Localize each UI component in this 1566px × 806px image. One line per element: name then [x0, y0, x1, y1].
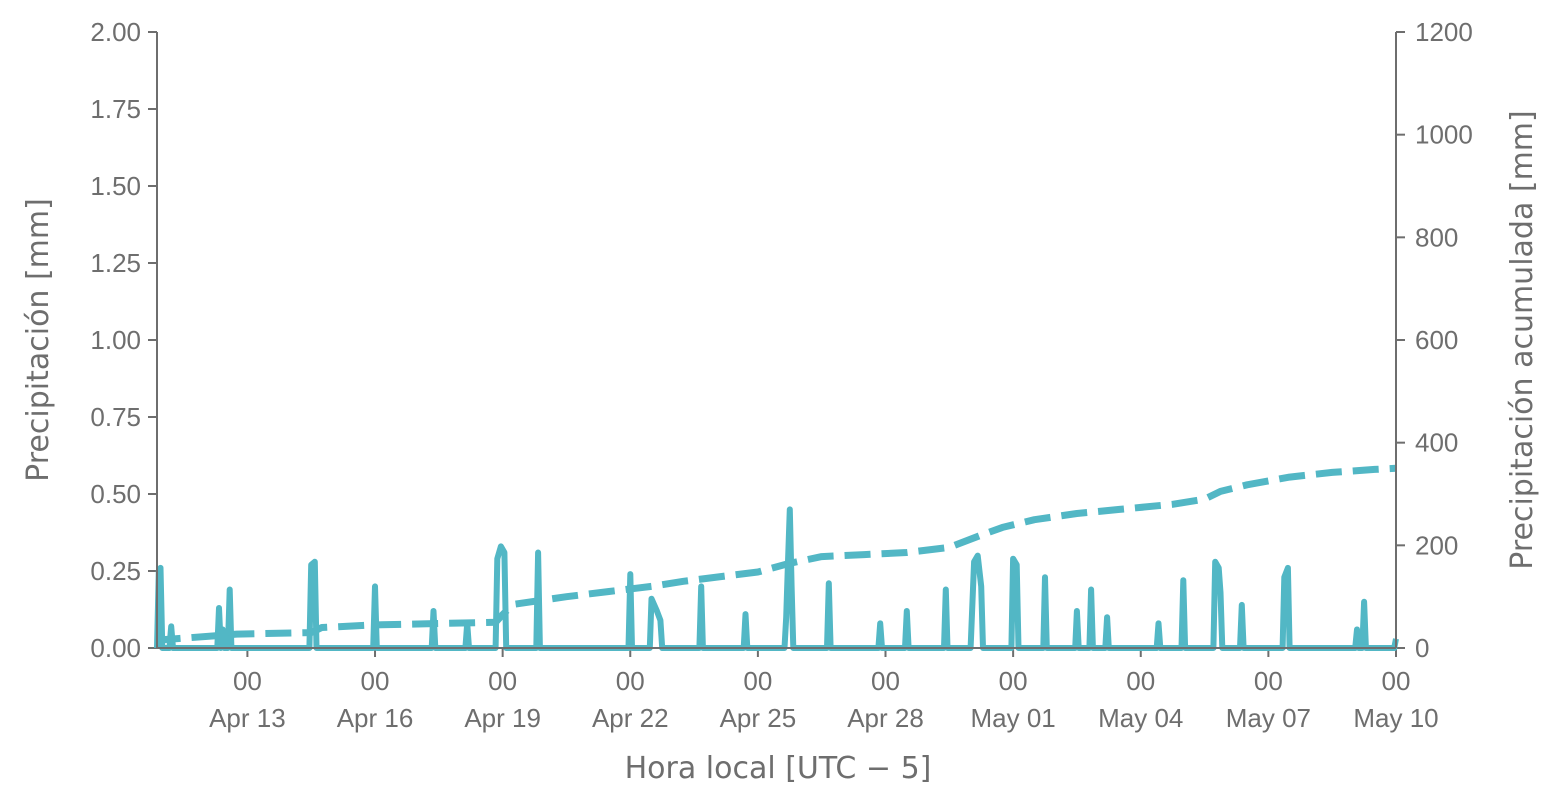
- y2-tick-label: 1200: [1415, 17, 1473, 47]
- right-y-axis-title: Precipitación acumulada [mm]: [1505, 110, 1540, 569]
- y-tick-label: 1.50: [90, 171, 141, 201]
- y-tick-label: 0.50: [90, 479, 141, 509]
- y2-tick-label: 1000: [1415, 120, 1473, 150]
- y-tick-label: 0.00: [90, 633, 141, 663]
- left-y-axis-title: Precipitación [mm]: [21, 198, 56, 482]
- x-axis-title: Hora local [UTC − 5]: [625, 751, 932, 786]
- y-tick-label: 0.25: [90, 556, 141, 586]
- x-axis-ticks: 00 Apr 13 00 Apr 16 00 Apr 19 00 Apr 22 00 Apr 25…: [209, 648, 1439, 733]
- y-tick-label: 1.75: [90, 94, 141, 124]
- y-tick-label: 1.25: [90, 248, 141, 278]
- x-tick-hour: 00: [1382, 666, 1411, 696]
- x-tick-date: Apr 13: [209, 703, 286, 733]
- right-y-axis-ticks: 0 200 400 600 800 1000 1200: [1396, 17, 1473, 663]
- x-tick-hour: 00: [233, 666, 262, 696]
- cumulative-precipitation-line: [154, 464, 1397, 648]
- x-tick-date: Apr 28: [847, 703, 924, 733]
- x-tick-hour: 00: [361, 666, 390, 696]
- x-tick-date: Apr 19: [464, 703, 541, 733]
- x-tick-hour: 00: [1126, 666, 1155, 696]
- x-tick-hour: 00: [616, 666, 645, 696]
- y2-tick-label: 600: [1415, 325, 1458, 355]
- x-tick-hour: 00: [1254, 666, 1283, 696]
- x-tick-date: May 01: [971, 703, 1056, 733]
- x-tick-date: Apr 22: [592, 703, 669, 733]
- y-tick-label: 0.75: [90, 402, 141, 432]
- y2-tick-label: 400: [1415, 428, 1458, 458]
- x-tick-hour: 00: [871, 666, 900, 696]
- x-tick-date: May 07: [1226, 703, 1311, 733]
- x-tick-date: Apr 16: [337, 703, 414, 733]
- series-layer: [154, 464, 1399, 651]
- x-tick-hour: 00: [743, 666, 772, 696]
- x-tick-date: May 04: [1098, 703, 1183, 733]
- y2-tick-label: 800: [1415, 222, 1458, 252]
- y-tick-label: 1.00: [90, 325, 141, 355]
- y2-tick-label: 200: [1415, 530, 1458, 560]
- x-tick-date: May 10: [1353, 703, 1438, 733]
- y2-tick-label: 0: [1415, 633, 1429, 663]
- x-tick-hour: 00: [999, 666, 1028, 696]
- y-tick-label: 2.00: [90, 17, 141, 47]
- x-tick-date: Apr 25: [720, 703, 797, 733]
- x-tick-hour: 00: [488, 666, 517, 696]
- left-y-axis-ticks: 0.00 0.25 0.50 0.75 1.00 1.25 1.50 1.75 2.00: [90, 17, 157, 663]
